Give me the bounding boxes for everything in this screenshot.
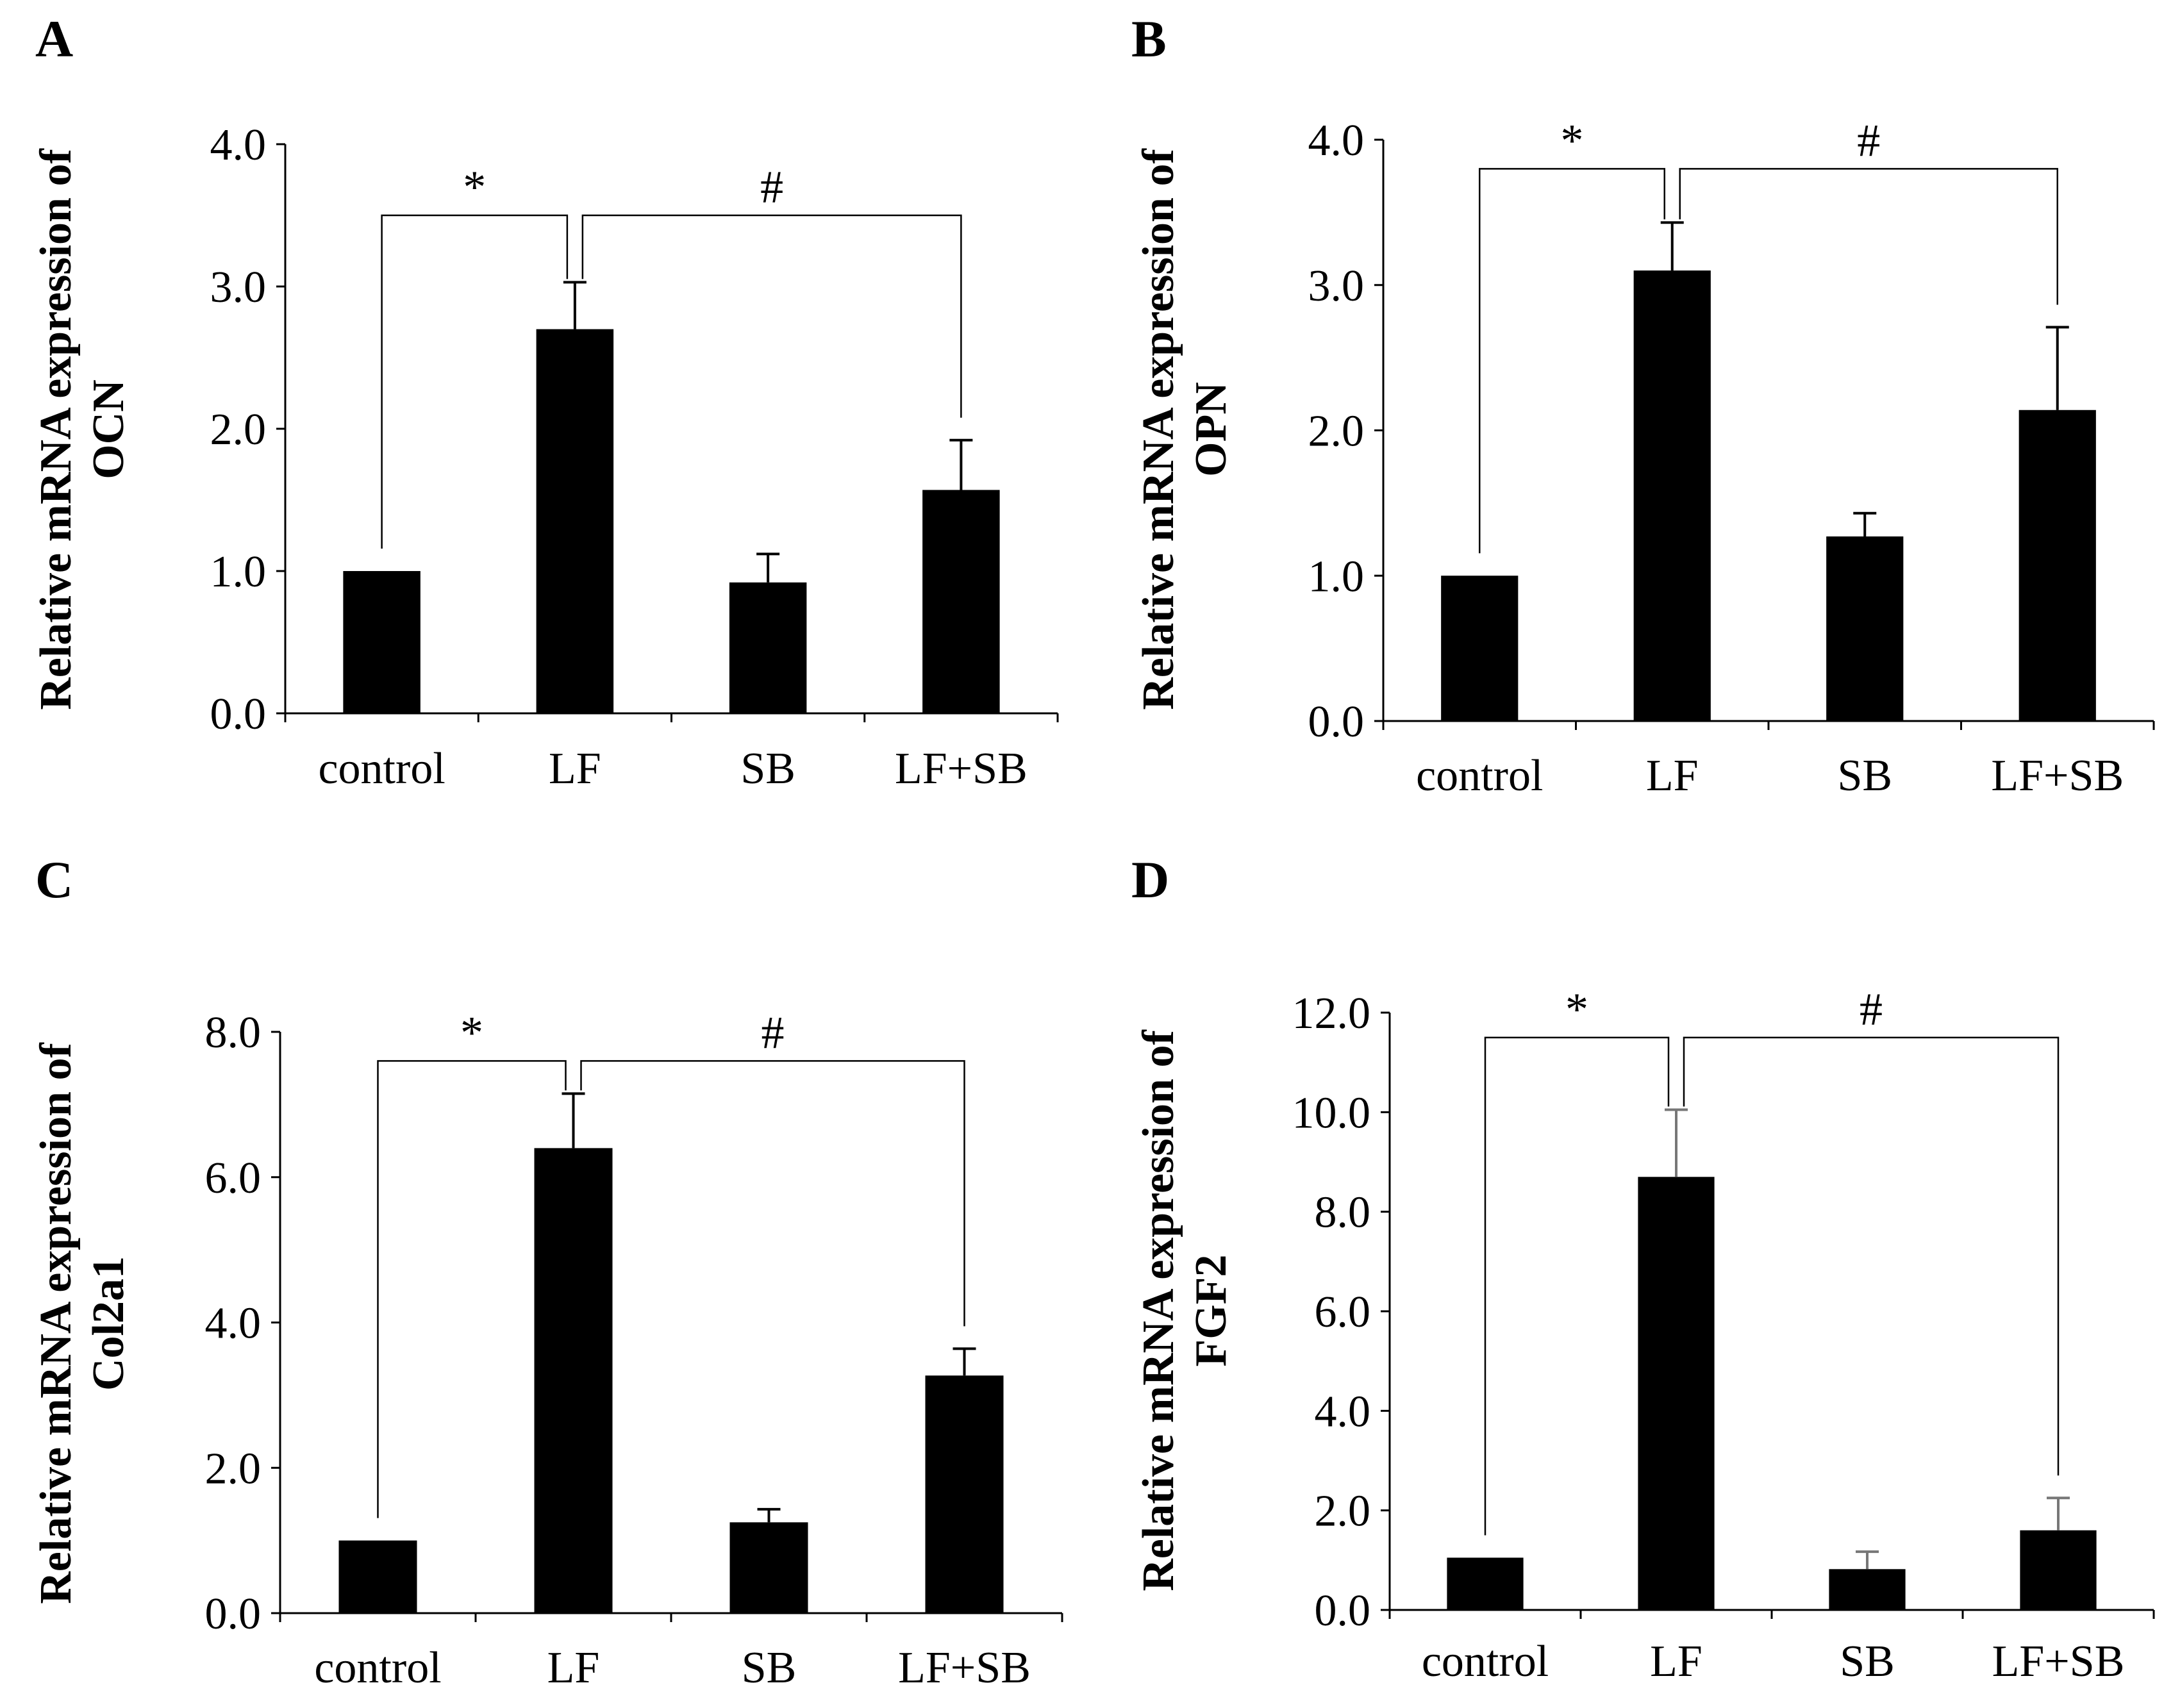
panel-label: C bbox=[35, 850, 73, 909]
x-category-label: LF bbox=[1650, 1637, 1702, 1686]
significance-bracket bbox=[1683, 1036, 2060, 1476]
y-axis-label-line: Relative mRNA expression of bbox=[1134, 149, 1183, 710]
bar-lf-sb bbox=[2018, 410, 2096, 721]
y-tick-label: 0.0 bbox=[205, 1589, 262, 1639]
x-category-label: SB bbox=[742, 1643, 797, 1693]
y-tick-label: 12.0 bbox=[1292, 989, 1371, 1038]
x-category-label: SB bbox=[1840, 1637, 1895, 1686]
significance-bracket bbox=[580, 1060, 965, 1327]
y-tick-label: 4.0 bbox=[205, 1299, 262, 1348]
significance-star: * bbox=[463, 162, 486, 213]
bar-sb bbox=[729, 1522, 808, 1613]
significance-hash: # bbox=[1860, 984, 1883, 1035]
y-tick-label: 0.0 bbox=[1315, 1586, 1371, 1636]
x-category-label: SB bbox=[1837, 751, 1892, 800]
significance-star: * bbox=[460, 1007, 483, 1058]
y-tick-label: 6.0 bbox=[1315, 1288, 1371, 1337]
y-axis-label: Relative mRNA expression ofCol2a1 bbox=[31, 1043, 133, 1604]
y-tick-label: 8.0 bbox=[1315, 1188, 1371, 1238]
y-tick-label: 4.0 bbox=[1315, 1387, 1371, 1436]
panel-label: D bbox=[1131, 850, 1169, 909]
x-category-label: control bbox=[1416, 751, 1543, 800]
bar-lf-sb bbox=[2020, 1530, 2097, 1610]
y-axis-label: Relative mRNA expression ofOCN bbox=[31, 149, 133, 710]
y-tick-label: 6.0 bbox=[205, 1154, 262, 1203]
y-tick-label: 8.0 bbox=[205, 1008, 262, 1057]
panel-c: C Relative mRNA expression ofCol2a1 0.0 2.0… bbox=[31, 850, 1063, 1693]
y-tick-label: 1.0 bbox=[210, 547, 267, 597]
x-category-label: LF+SB bbox=[898, 1643, 1031, 1693]
panel-a: A Relative mRNA expression ofOCN 0.0 1.0 2.0… bbox=[31, 10, 1059, 793]
panel-b: B Relative mRNA expression ofOPN 0.0 1.0 2.0… bbox=[1131, 10, 2155, 800]
panel-d: D Relative mRNA expression ofFGF2 0.0 2.0 4.… bbox=[1131, 850, 2155, 1686]
x-category-label: control bbox=[314, 1643, 441, 1693]
x-category-label: LF bbox=[547, 1643, 600, 1693]
y-axis-label: Relative mRNA expression ofFGF2 bbox=[1134, 1030, 1236, 1591]
y-tick-label: 4.0 bbox=[210, 120, 267, 170]
bar-control bbox=[1447, 1557, 1524, 1610]
y-tick-label: 2.0 bbox=[210, 405, 267, 454]
significance-hash: # bbox=[762, 1007, 785, 1058]
y-axis-label-line: OPN bbox=[1186, 382, 1236, 477]
x-category-label: LF bbox=[1646, 751, 1699, 800]
y-tick-label: 2.0 bbox=[205, 1444, 262, 1493]
significance-hash: # bbox=[1857, 115, 1880, 166]
x-category-label: LF+SB bbox=[1992, 1637, 2125, 1686]
significance-hash: # bbox=[760, 162, 783, 213]
bar-control bbox=[1441, 576, 1519, 721]
y-tick-label: 1.0 bbox=[1308, 552, 1365, 601]
significance-bracket bbox=[381, 214, 569, 549]
x-category-label: control bbox=[318, 744, 445, 793]
y-tick-label: 4.0 bbox=[1308, 116, 1365, 165]
bar-control bbox=[343, 571, 420, 713]
significance-bracket bbox=[581, 214, 962, 418]
significance-bracket bbox=[1679, 168, 2058, 305]
y-tick-label: 0.0 bbox=[210, 690, 267, 739]
bar-sb bbox=[1829, 1569, 1906, 1610]
y-axis-label-line: Relative mRNA expression of bbox=[31, 1043, 81, 1604]
bar-lf-sb bbox=[922, 490, 1000, 713]
significance-star: * bbox=[1561, 115, 1584, 166]
x-category-label: SB bbox=[740, 744, 795, 793]
x-category-label: control bbox=[1422, 1637, 1549, 1686]
y-tick-label: 0.0 bbox=[1308, 697, 1365, 747]
bar-sb bbox=[1826, 536, 1904, 721]
bar-lf bbox=[1633, 270, 1711, 721]
significance-star: * bbox=[1565, 984, 1588, 1035]
significance-bracket bbox=[1479, 168, 1665, 554]
bar-sb bbox=[729, 582, 807, 713]
y-axis-label-line: Col2a1 bbox=[84, 1256, 133, 1391]
bar-lf bbox=[1638, 1177, 1715, 1610]
y-tick-label: 2.0 bbox=[1308, 407, 1365, 456]
bar-lf bbox=[534, 1148, 613, 1613]
bar-control bbox=[338, 1540, 417, 1613]
y-tick-label: 2.0 bbox=[1315, 1487, 1371, 1536]
y-axis-label-line: Relative mRNA expression of bbox=[1134, 1030, 1183, 1591]
x-category-label: LF+SB bbox=[895, 744, 1028, 793]
panel-label: A bbox=[35, 10, 73, 68]
panel-label: B bbox=[1131, 10, 1167, 68]
y-tick-label: 10.0 bbox=[1292, 1088, 1371, 1138]
y-axis-label-line: OCN bbox=[84, 379, 133, 479]
y-axis-label-line: FGF2 bbox=[1186, 1255, 1236, 1367]
x-category-label: LF+SB bbox=[1991, 751, 2124, 800]
y-axis-label-line: Relative mRNA expression of bbox=[31, 149, 81, 710]
y-tick-label: 3.0 bbox=[1308, 261, 1365, 311]
y-tick-label: 3.0 bbox=[210, 263, 267, 312]
bar-lf bbox=[536, 329, 614, 713]
bar-lf-sb bbox=[925, 1375, 1004, 1613]
x-category-label: LF bbox=[549, 744, 601, 793]
y-axis-label: Relative mRNA expression ofOPN bbox=[1134, 149, 1236, 710]
significance-bracket bbox=[1484, 1036, 1670, 1536]
significance-bracket bbox=[377, 1060, 567, 1518]
